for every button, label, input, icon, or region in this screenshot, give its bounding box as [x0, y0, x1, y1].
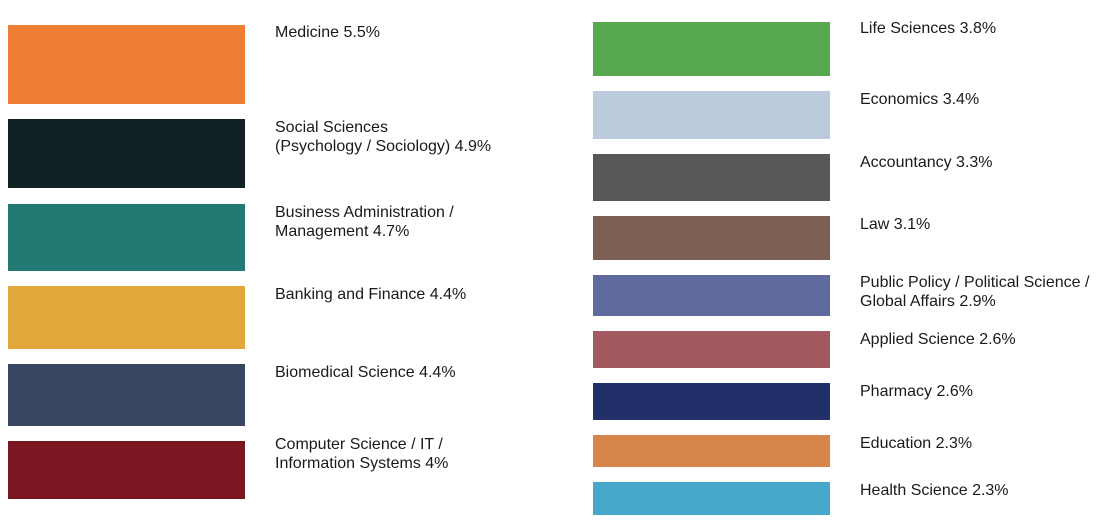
swatch-13 — [593, 383, 830, 420]
swatch-3 — [8, 204, 245, 271]
swatch-2 — [8, 119, 245, 188]
label-1: Medicine 5.5% — [275, 24, 380, 41]
label-4: Banking and Finance 4.4% — [275, 286, 467, 303]
swatch-4 — [8, 286, 245, 349]
label-10: Law 3.1% — [860, 216, 931, 233]
swatch-11 — [593, 275, 830, 316]
label-7: Life Sciences 3.8% — [860, 20, 997, 37]
swatch-9 — [593, 154, 830, 201]
label-14: Education 2.3% — [860, 435, 973, 452]
swatch-5 — [8, 364, 245, 426]
swatch-6 — [8, 441, 245, 499]
label-13: Pharmacy 2.6% — [860, 383, 973, 400]
label-2: Social Sciences (Psychology / Sociology)… — [275, 119, 492, 155]
swatch-10 — [593, 216, 830, 260]
label-3: Business Administration / Management 4.7… — [275, 204, 454, 240]
label-9: Accountancy 3.3% — [860, 154, 993, 171]
label-8: Economics 3.4% — [860, 91, 980, 108]
label-5: Biomedical Science 4.4% — [275, 364, 456, 381]
swatch-1 — [8, 25, 245, 104]
swatch-15 — [593, 482, 830, 515]
label-15: Health Science 2.3% — [860, 482, 1009, 499]
swatch-8 — [593, 91, 830, 139]
swatch-7 — [593, 22, 830, 76]
swatch-12 — [593, 331, 830, 368]
label-6: Computer Science / IT / Information Syst… — [275, 436, 449, 472]
swatch-14 — [593, 435, 830, 467]
label-12: Applied Science 2.6% — [860, 331, 1016, 348]
label-11: Public Policy / Political Science / Glob… — [860, 274, 1090, 310]
